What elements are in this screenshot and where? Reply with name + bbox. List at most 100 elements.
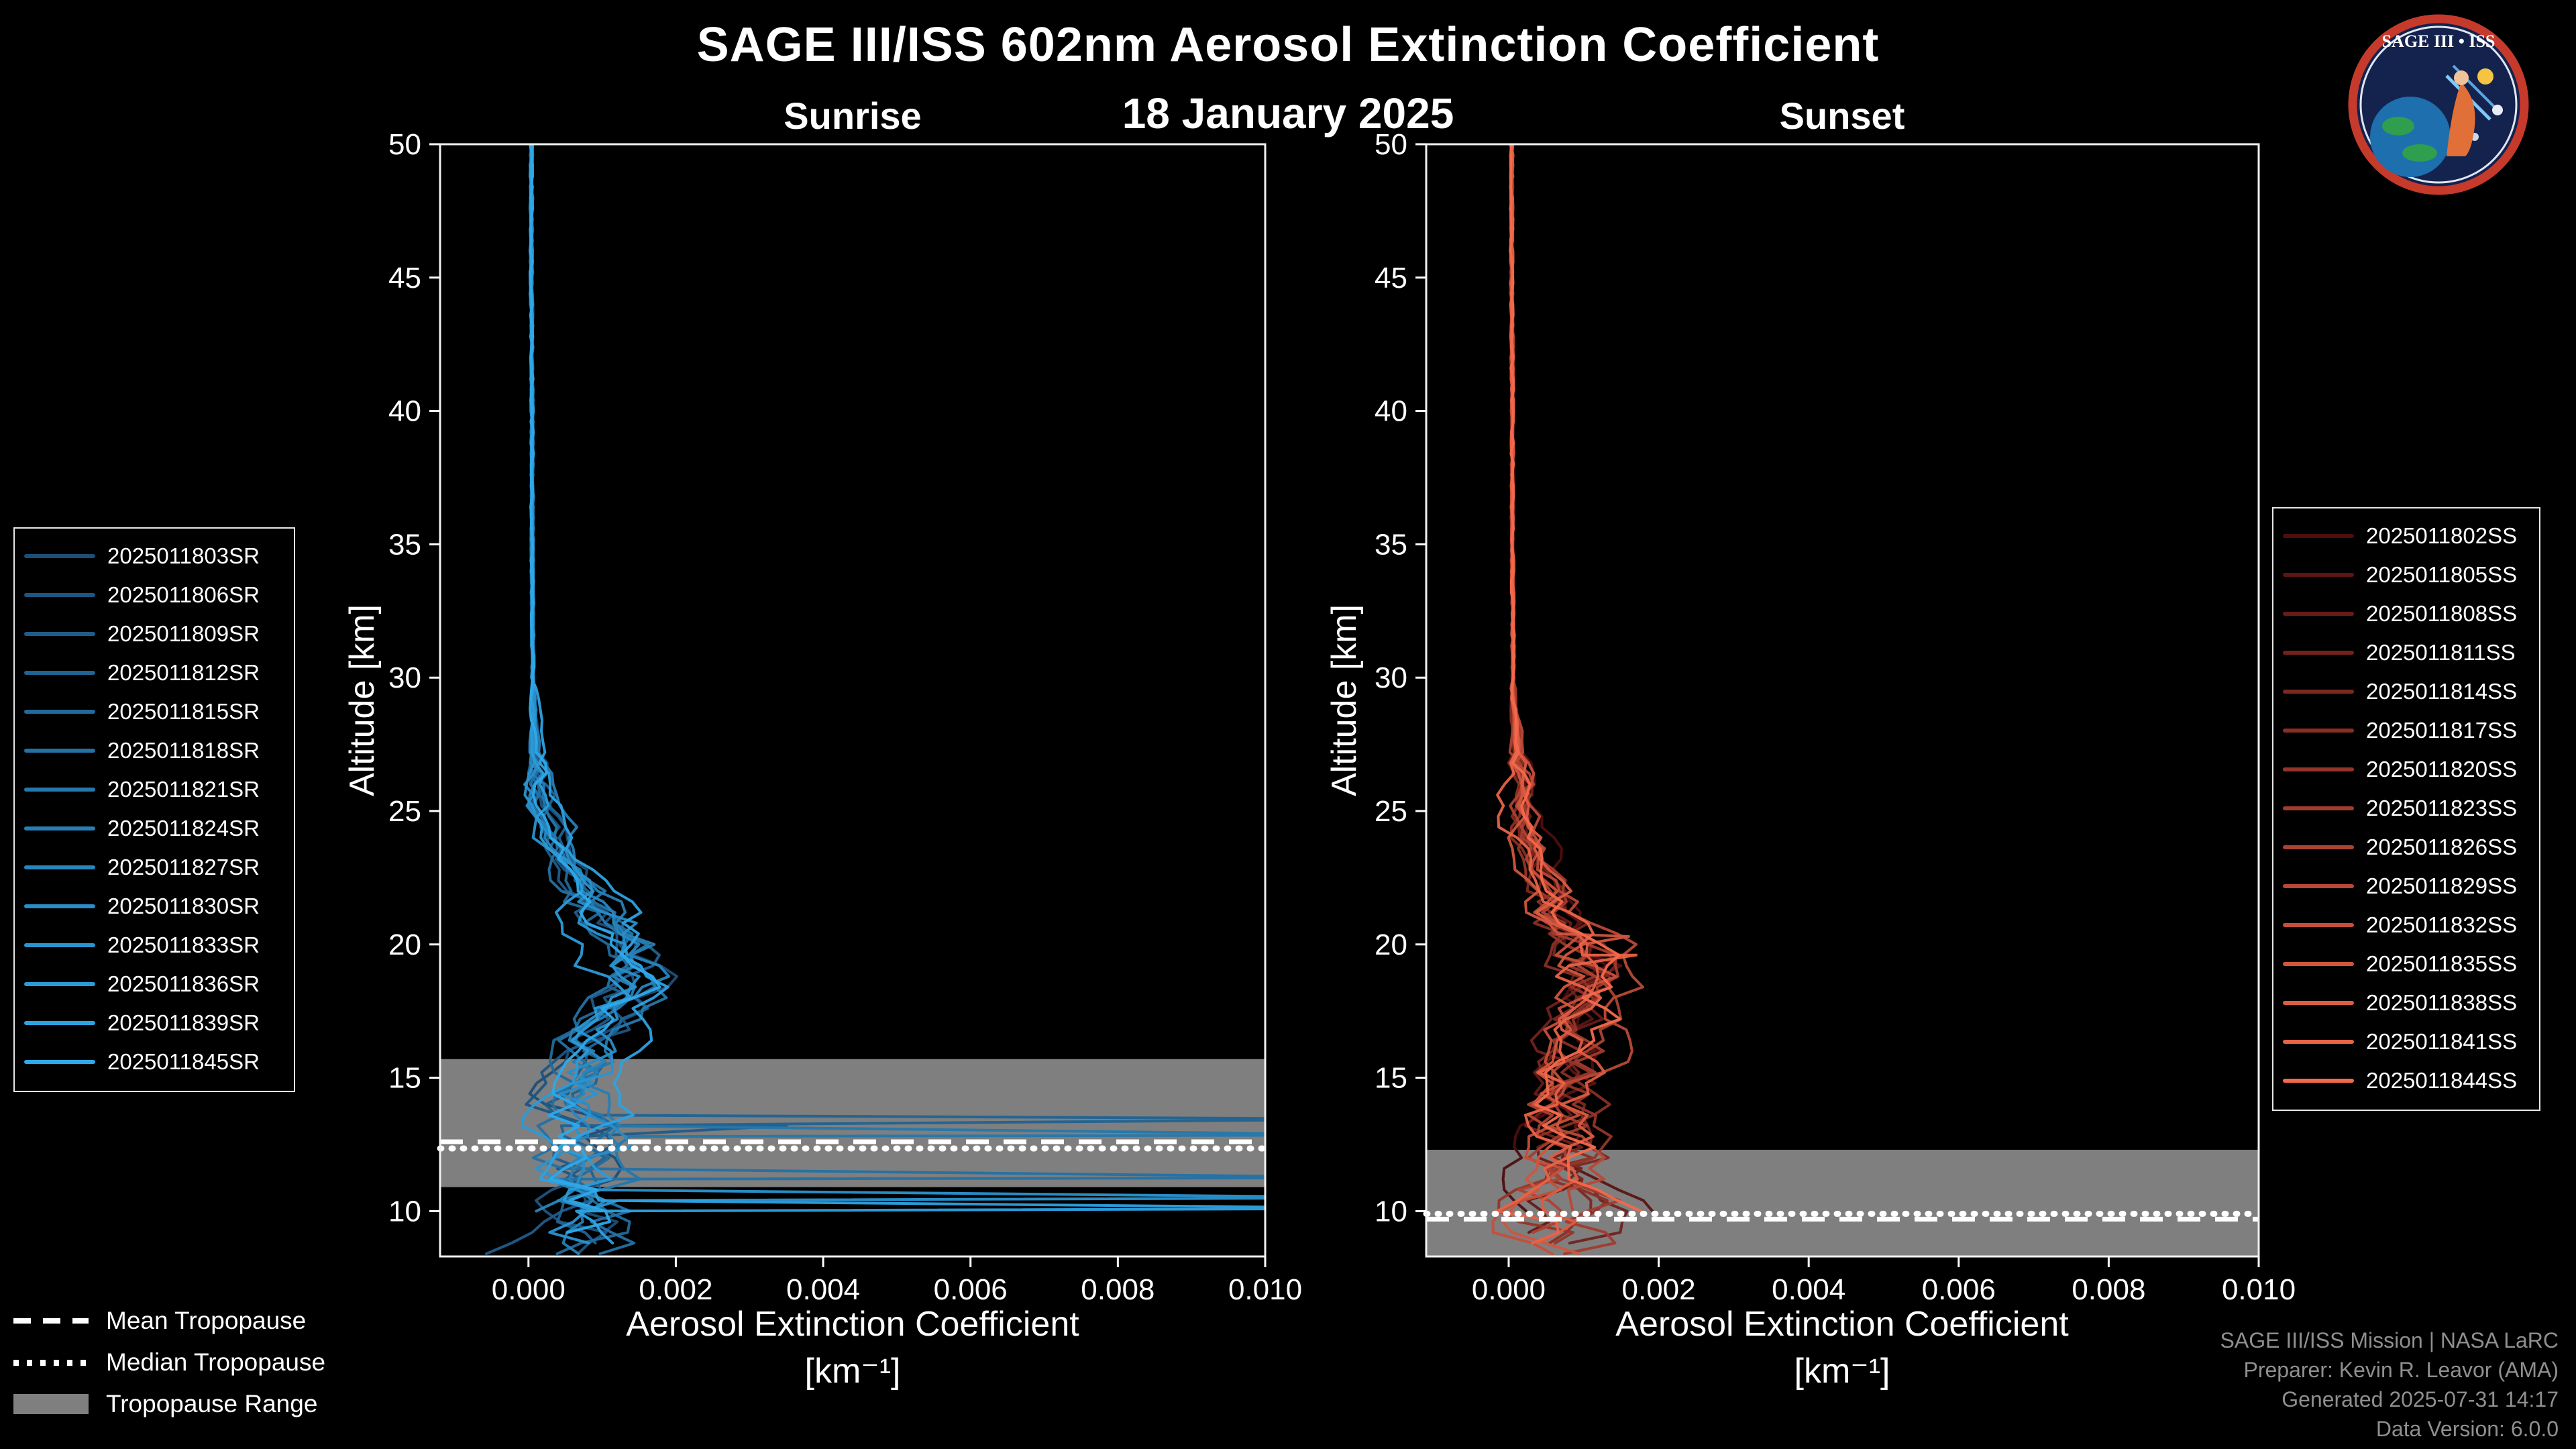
legend-item: 2025011835SS: [2283, 945, 2530, 983]
tropopause-legend-label: Median Tropopause: [106, 1348, 326, 1376]
legend-label: 2025011832SS: [2366, 912, 2518, 937]
sunrise-event-legend: 2025011803SR 2025011806SR 2025011809SR 2025…: [13, 527, 295, 1092]
legend-item: 2025011820SS: [2283, 750, 2530, 789]
legend-label: 2025011833SR: [107, 932, 260, 957]
plot-border: [439, 143, 1267, 1258]
legend-line-sample: [24, 826, 95, 830]
y-tick-label: 25: [388, 795, 421, 828]
legend-item: 2025011832SS: [2283, 906, 2530, 945]
x-tick-label: 0.000: [1472, 1273, 1546, 1306]
legend-line-sample: [24, 943, 95, 947]
legend-line-sample: [24, 982, 95, 986]
date-subtitle: 18 January 2025: [1122, 89, 1454, 138]
legend-item: 2025011817SS: [2283, 711, 2530, 750]
legend-line-sample: [24, 1021, 95, 1025]
x-tick-label: 0.006: [1922, 1273, 1996, 1306]
legend-line-sample: [24, 671, 95, 675]
legend-item: 2025011844SS: [2283, 1061, 2530, 1100]
legend-label: 2025011812SR: [107, 660, 260, 685]
x-tick-label: 0.008: [1081, 1273, 1155, 1306]
sunset-plot: 10 15 20 25 30 35 40 45 50 0.000 0.002 0.004 0.006 0.…: [1375, 128, 2296, 1306]
legend-line-sample: [2283, 767, 2354, 771]
y-tick-label: 40: [1375, 395, 1407, 428]
legend-item: 2025011821SR: [24, 770, 284, 809]
y-tick-label: 35: [1375, 528, 1407, 561]
legend-item: 2025011805SS: [2283, 555, 2530, 594]
tropopause-dashed-sample: [13, 1318, 89, 1324]
legend-item: 2025011829SS: [2283, 867, 2530, 906]
legend-line-sample: [24, 904, 95, 908]
legend-item: 2025011809SR: [24, 614, 284, 653]
legend-item: 2025011824SR: [24, 809, 284, 848]
legend-item: 2025011838SS: [2283, 983, 2530, 1022]
legend-item: 2025011814SS: [2283, 672, 2530, 711]
sunrise-x-axis-label: Aerosol Extinction Coefficient: [626, 1305, 1079, 1344]
legend-item: 2025011827SR: [24, 848, 284, 887]
legend-label: 2025011805SS: [2366, 562, 2518, 587]
legend-item: 2025011823SS: [2283, 789, 2530, 828]
y-tick-label: 30: [1375, 661, 1407, 694]
credit-preparer: Preparer: Kevin R. Leavor (AMA): [2243, 1358, 2559, 1382]
sunrise-plot: 10 15 20 25 30 35 40 45 50 0.000 0.002 0.004 0.006 0.…: [388, 128, 1302, 1306]
x-tick-label: 0.004: [1772, 1273, 1845, 1306]
legend-label: 2025011827SR: [107, 855, 260, 879]
legend-line-sample: [2283, 573, 2354, 577]
legend-item: 2025011808SS: [2283, 594, 2530, 633]
legend-line-sample: [2283, 884, 2354, 888]
legend-line-sample: [2283, 1079, 2354, 1083]
legend-item: 2025011826SS: [2283, 828, 2530, 867]
y-tick-label: 30: [388, 661, 421, 694]
x-tick-label: 0.000: [492, 1273, 566, 1306]
legend-item: 2025011802SS: [2283, 517, 2530, 555]
legend-label: 2025011838SS: [2366, 990, 2518, 1015]
legend-label: 2025011821SR: [107, 777, 260, 802]
legend-item: 2025011836SR: [24, 965, 284, 1004]
sunrise-y-axis-label: Altitude [km]: [343, 604, 382, 797]
y-tick-label: 15: [1375, 1062, 1407, 1095]
tropopause-legend-label: Mean Tropopause: [106, 1307, 307, 1334]
y-tick-label: 20: [1375, 928, 1407, 961]
credit-data-version: Data Version: 6.0.0: [2375, 1417, 2559, 1441]
y-tick-label: 45: [1375, 262, 1407, 294]
x-tick-label: 0.002: [639, 1273, 712, 1306]
x-tick-label: 0.008: [2072, 1273, 2145, 1306]
profile-line-2025011829SS: [1509, 144, 1644, 1213]
profile-line-2025011845SR: [529, 144, 661, 1234]
tropopause-legend-row: Mean Tropopause: [13, 1300, 325, 1342]
x-tick-label: 0.002: [1622, 1273, 1696, 1306]
legend-item: 2025011839SR: [24, 1004, 284, 1042]
plot-border: [1425, 143, 2260, 1258]
legend-label: 2025011815SR: [107, 699, 260, 724]
legend-item: 2025011845SR: [24, 1042, 284, 1081]
legend-item: 2025011811SS: [2283, 633, 2530, 672]
sunset-event-legend: 2025011802SS 2025011805SS 2025011808SS 2025…: [2272, 507, 2540, 1111]
legend-line-sample: [24, 632, 95, 636]
legend-line-sample: [24, 593, 95, 597]
tropopause-legend: Mean Tropopause Median Tropopause Tropopau…: [13, 1300, 325, 1425]
x-tick-label: 0.004: [786, 1273, 860, 1306]
legend-label: 2025011845SR: [107, 1049, 260, 1074]
legend-label: 2025011803SR: [107, 543, 260, 568]
planet-icon: [2492, 105, 2503, 115]
earth-land-2: [2402, 144, 2437, 162]
earth-land-1: [2382, 117, 2414, 136]
legend-line-sample: [2283, 534, 2354, 538]
legend-line-sample: [2283, 1001, 2354, 1005]
profile-line-2025011838SS: [1509, 144, 1606, 1245]
robed-figure: [2447, 83, 2475, 156]
legend-line-sample: [24, 1060, 95, 1064]
figure-head: [2454, 70, 2469, 85]
legend-label: 2025011817SS: [2366, 718, 2518, 743]
legend-label: 2025011820SS: [2366, 757, 2518, 782]
y-tick-label: 20: [388, 928, 421, 961]
legend-label: 2025011839SR: [107, 1010, 260, 1035]
legend-line-sample: [2283, 806, 2354, 810]
y-tick-label: 45: [388, 262, 421, 294]
sunset-x-axis-label: Aerosol Extinction Coefficient: [1615, 1305, 2069, 1344]
profile-line-2025011841SS: [1495, 144, 1638, 1245]
y-tick-label: 15: [388, 1062, 421, 1095]
legend-line-sample: [2283, 729, 2354, 733]
sunset-panel-title: Sunset: [1779, 95, 1905, 137]
legend-item: 2025011806SR: [24, 576, 284, 614]
sunrise-x-axis-units: [km⁻¹]: [804, 1352, 901, 1391]
